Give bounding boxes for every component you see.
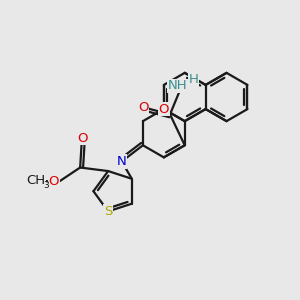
Text: O: O xyxy=(48,175,59,188)
Text: S: S xyxy=(104,205,112,218)
Text: O: O xyxy=(77,132,88,145)
Text: 3: 3 xyxy=(43,181,49,190)
Text: N: N xyxy=(117,155,127,168)
Text: CH: CH xyxy=(26,174,45,187)
Text: NH: NH xyxy=(168,79,188,92)
Text: H: H xyxy=(189,73,199,85)
Text: O: O xyxy=(138,101,149,114)
Text: O: O xyxy=(159,103,169,116)
